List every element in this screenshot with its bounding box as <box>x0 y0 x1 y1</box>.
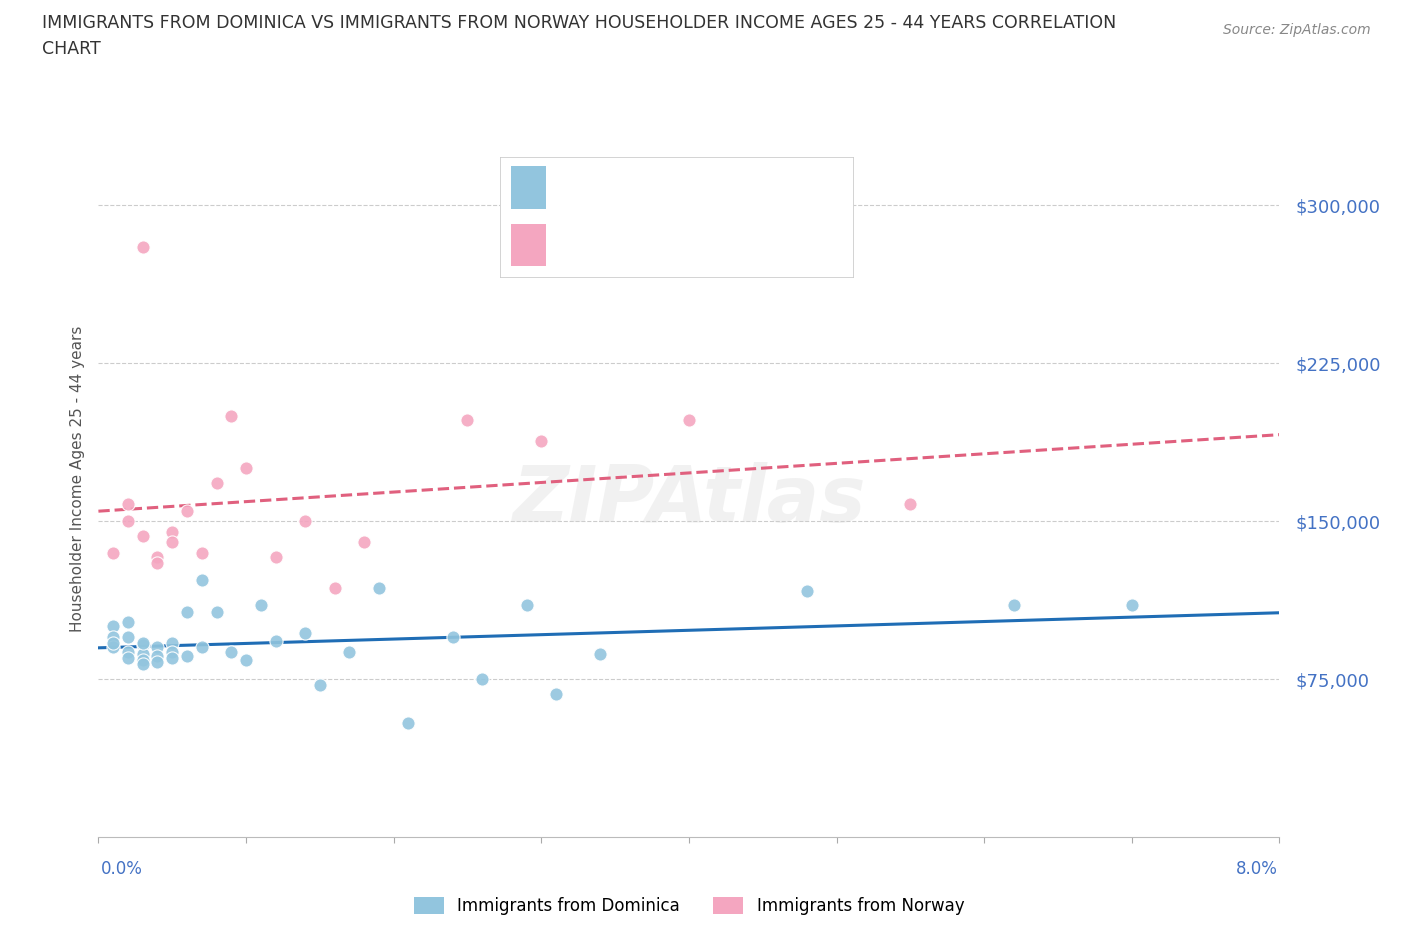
Point <box>103 545 124 560</box>
Point <box>441 630 464 644</box>
Point <box>117 513 139 528</box>
Point <box>132 638 155 653</box>
Point <box>103 619 124 634</box>
Point <box>250 598 273 613</box>
Point <box>117 615 139 630</box>
Point <box>191 573 214 588</box>
Point <box>235 461 257 476</box>
Point <box>235 653 257 668</box>
Point <box>898 497 921 512</box>
Text: Source: ZipAtlas.com: Source: ZipAtlas.com <box>1223 23 1371 37</box>
Point <box>117 630 139 644</box>
Point <box>323 581 346 596</box>
Point <box>146 550 169 565</box>
Point <box>219 644 242 659</box>
Legend: Immigrants from Dominica, Immigrants from Norway: Immigrants from Dominica, Immigrants fro… <box>408 890 970 922</box>
Point <box>544 686 567 701</box>
Point <box>117 651 139 666</box>
Point <box>308 678 332 693</box>
Point <box>162 535 183 550</box>
Point <box>162 525 183 539</box>
Point <box>162 636 183 651</box>
Point <box>132 646 155 661</box>
Point <box>353 535 375 550</box>
Point <box>146 655 169 670</box>
Point <box>176 648 198 663</box>
Y-axis label: Householder Income Ages 25 - 44 years: Householder Income Ages 25 - 44 years <box>69 326 84 632</box>
Point <box>294 513 316 528</box>
Point <box>205 604 228 619</box>
Point <box>1121 598 1143 613</box>
Point <box>396 716 419 731</box>
Point <box>294 625 316 640</box>
Point <box>162 644 183 659</box>
Point <box>117 644 139 659</box>
Point <box>205 476 228 491</box>
Point <box>132 653 155 668</box>
Text: IMMIGRANTS FROM DOMINICA VS IMMIGRANTS FROM NORWAY HOUSEHOLDER INCOME AGES 25 - : IMMIGRANTS FROM DOMINICA VS IMMIGRANTS F… <box>42 14 1116 32</box>
Point <box>103 636 124 651</box>
Point <box>103 640 124 655</box>
Point <box>264 550 287 565</box>
Point <box>117 497 139 512</box>
Point <box>191 640 214 655</box>
Point <box>1002 598 1025 613</box>
Point <box>678 413 700 428</box>
Point <box>367 581 389 596</box>
Point <box>337 644 360 659</box>
Point <box>796 583 818 598</box>
Point <box>264 633 287 648</box>
Text: CHART: CHART <box>42 40 101 58</box>
Point <box>530 433 553 448</box>
Point <box>146 556 169 571</box>
Point <box>146 648 169 663</box>
Point <box>103 630 124 644</box>
Point <box>456 413 478 428</box>
Text: 0.0%: 0.0% <box>101 860 143 878</box>
Point <box>589 646 612 661</box>
Point <box>162 651 183 666</box>
Text: ZIPAtlas: ZIPAtlas <box>512 462 866 538</box>
Point <box>471 671 494 686</box>
Point <box>132 636 155 651</box>
Point <box>132 657 155 671</box>
Point <box>219 408 242 423</box>
Point <box>176 604 198 619</box>
Text: 8.0%: 8.0% <box>1236 860 1278 878</box>
Point <box>146 640 169 655</box>
Point <box>132 528 155 543</box>
Point <box>132 240 155 255</box>
Point <box>191 545 214 560</box>
Point <box>515 598 537 613</box>
Point <box>176 503 198 518</box>
